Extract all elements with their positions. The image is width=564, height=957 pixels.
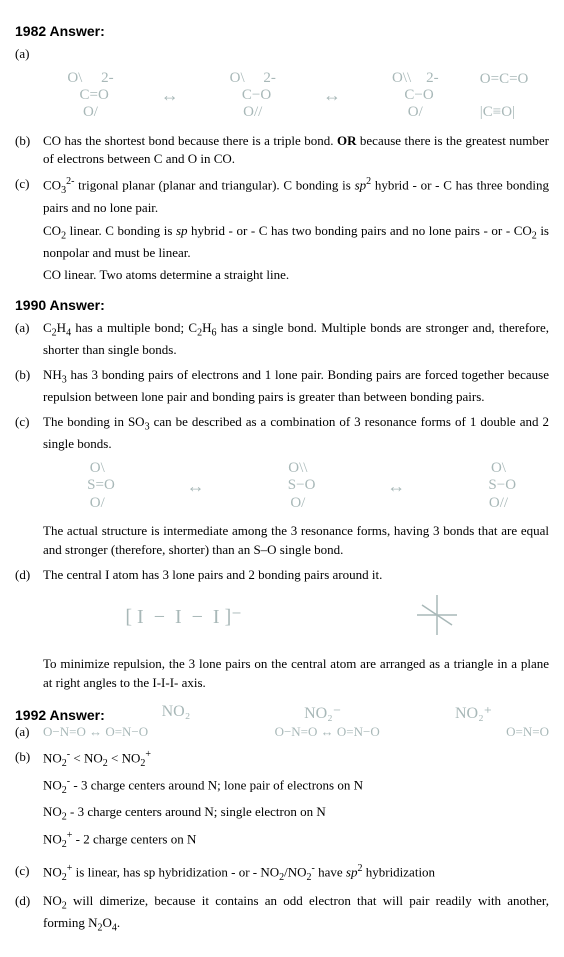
no2-lewis-1: O−N=O ↔ O=N−O — [43, 723, 148, 742]
header-1992: 1992 Answer: — [15, 707, 105, 723]
so3-resonance-2: O\\ S−O O/ — [277, 460, 316, 512]
text-1982-c-p3: CO linear. Two atoms determine a straigh… — [43, 266, 549, 285]
so3-resonance-1: O\ S=O O/ — [76, 460, 115, 512]
header-1990: 1990 Answer: — [15, 297, 549, 313]
no2-lewis-3: O=N=O — [506, 723, 549, 742]
item-1990-a: (a) C2H4 has a multiple bond; C2H6 has a… — [15, 319, 549, 360]
so3-resonance-3: O\ S−O O// — [477, 460, 516, 512]
text-1990-b: NH3 has 3 bonding pairs of electrons and… — [43, 366, 549, 407]
i3-structure: [ I − I − I ]⁻ — [125, 606, 241, 629]
no2-label-a: NO₂ — [162, 703, 191, 723]
resonance-arrow: ↔ — [155, 85, 185, 106]
co3-resonance-1: O\ 2- C=O O/ — [64, 70, 114, 122]
text-1992-b-p4: NO2+ - 2 charge centers on N — [43, 829, 549, 852]
text-1982-c-p1: CO32- trigonal planar (planar and triang… — [43, 175, 549, 217]
diagram-so3: O\ S=O O/ ↔ O\\ S−O O/ ↔ O\ S−O O// — [15, 460, 549, 512]
label-c: (c) — [15, 175, 43, 289]
text-1990-a: C2H4 has a multiple bond; C2H6 has a sin… — [43, 319, 549, 360]
co2-structure: O=C=O — [480, 71, 529, 88]
label-b: (b) — [15, 132, 43, 170]
item-1992-b: (b) NO2- < NO2 < NO2+ NO2- - 3 charge ce… — [15, 748, 549, 856]
label-b: (b) — [15, 366, 43, 407]
resonance-arrow: ↔ — [181, 476, 211, 497]
text-1992-b: NO2- < NO2 < NO2+ NO2- - 3 charge center… — [43, 748, 549, 856]
header-1982: 1982 Answer: — [15, 23, 549, 39]
label-b: (b) — [15, 748, 43, 856]
label-a: (a) — [15, 723, 43, 742]
text-1992-c: NO2+ is linear, has sp hybridization - o… — [43, 862, 549, 885]
label-a: (a) — [15, 319, 43, 360]
text-1992-b-p2: NO2- - 3 charge centers around N; lone p… — [43, 775, 549, 798]
item-1992-c: (c) NO2+ is linear, has sp hybridization… — [15, 862, 549, 885]
text-1982-c-p2: CO2 linear. C bonding is sp hybrid - or … — [43, 222, 549, 263]
item-1990-c: (c) The bonding in SO3 can be described … — [15, 413, 549, 454]
co-structure: |C≡O| — [480, 104, 529, 121]
text-1990-d: The central I atom has 3 lone pairs and … — [43, 566, 549, 585]
label-a: (a) — [15, 45, 43, 64]
label-d: (d) — [15, 892, 43, 936]
text-1982-c: CO32- trigonal planar (planar and triang… — [43, 175, 549, 289]
item-1982-c: (c) CO32- trigonal planar (planar and tr… — [15, 175, 549, 289]
co3-resonance-3: O\\ 2- C−O O/ — [388, 70, 438, 122]
text-1990-c2: The actual structure is intermediate amo… — [15, 522, 549, 560]
item-1982-a: (a) — [15, 45, 549, 64]
text-1990-d2: To minimize repulsion, the 3 lone pairs … — [15, 655, 549, 693]
diagram-co3: O\ 2- C=O O/ ↔ O\ 2- C−O O// ↔ O\\ 2- C−… — [15, 70, 549, 122]
item-1992-d: (d) NO2 will dimerize, because it contai… — [15, 892, 549, 936]
no2-label-c: NO₂⁺ — [455, 703, 492, 723]
text-1992-b-p3: NO2 - 3 charge centers around N; single … — [43, 803, 549, 825]
text-1992-b-p1: NO2- < NO2 < NO2+ — [43, 748, 549, 771]
text-1982-b: CO has the shortest bond because there i… — [43, 132, 549, 170]
text-1990-c: The bonding in SO3 can be described as a… — [43, 413, 549, 454]
diagram-i3: [ I − I − I ]⁻ — [15, 590, 549, 645]
item-1992-a: (a) O−N=O ↔ O=N−O O−N=O ↔ O=N−O O=N=O — [15, 723, 549, 742]
item-1990-d: (d) The central I atom has 3 lone pairs … — [15, 566, 549, 585]
no2-lewis-2: O−N=O ↔ O=N−O — [275, 723, 380, 742]
text-1992-d: NO2 will dimerize, because it contains a… — [43, 892, 549, 936]
resonance-arrow: ↔ — [381, 476, 411, 497]
no2-label-b: NO₂⁻ — [304, 703, 341, 723]
item-1990-b: (b) NH3 has 3 bonding pairs of electrons… — [15, 366, 549, 407]
label-c: (c) — [15, 413, 43, 454]
resonance-arrow: ↔ — [317, 85, 347, 106]
co3-resonance-2: O\ 2- C−O O// — [226, 70, 276, 122]
label-d: (d) — [15, 566, 43, 585]
i3-axis-sketch — [407, 590, 467, 645]
label-c: (c) — [15, 862, 43, 885]
item-1982-b: (b) CO has the shortest bond because the… — [15, 132, 549, 170]
